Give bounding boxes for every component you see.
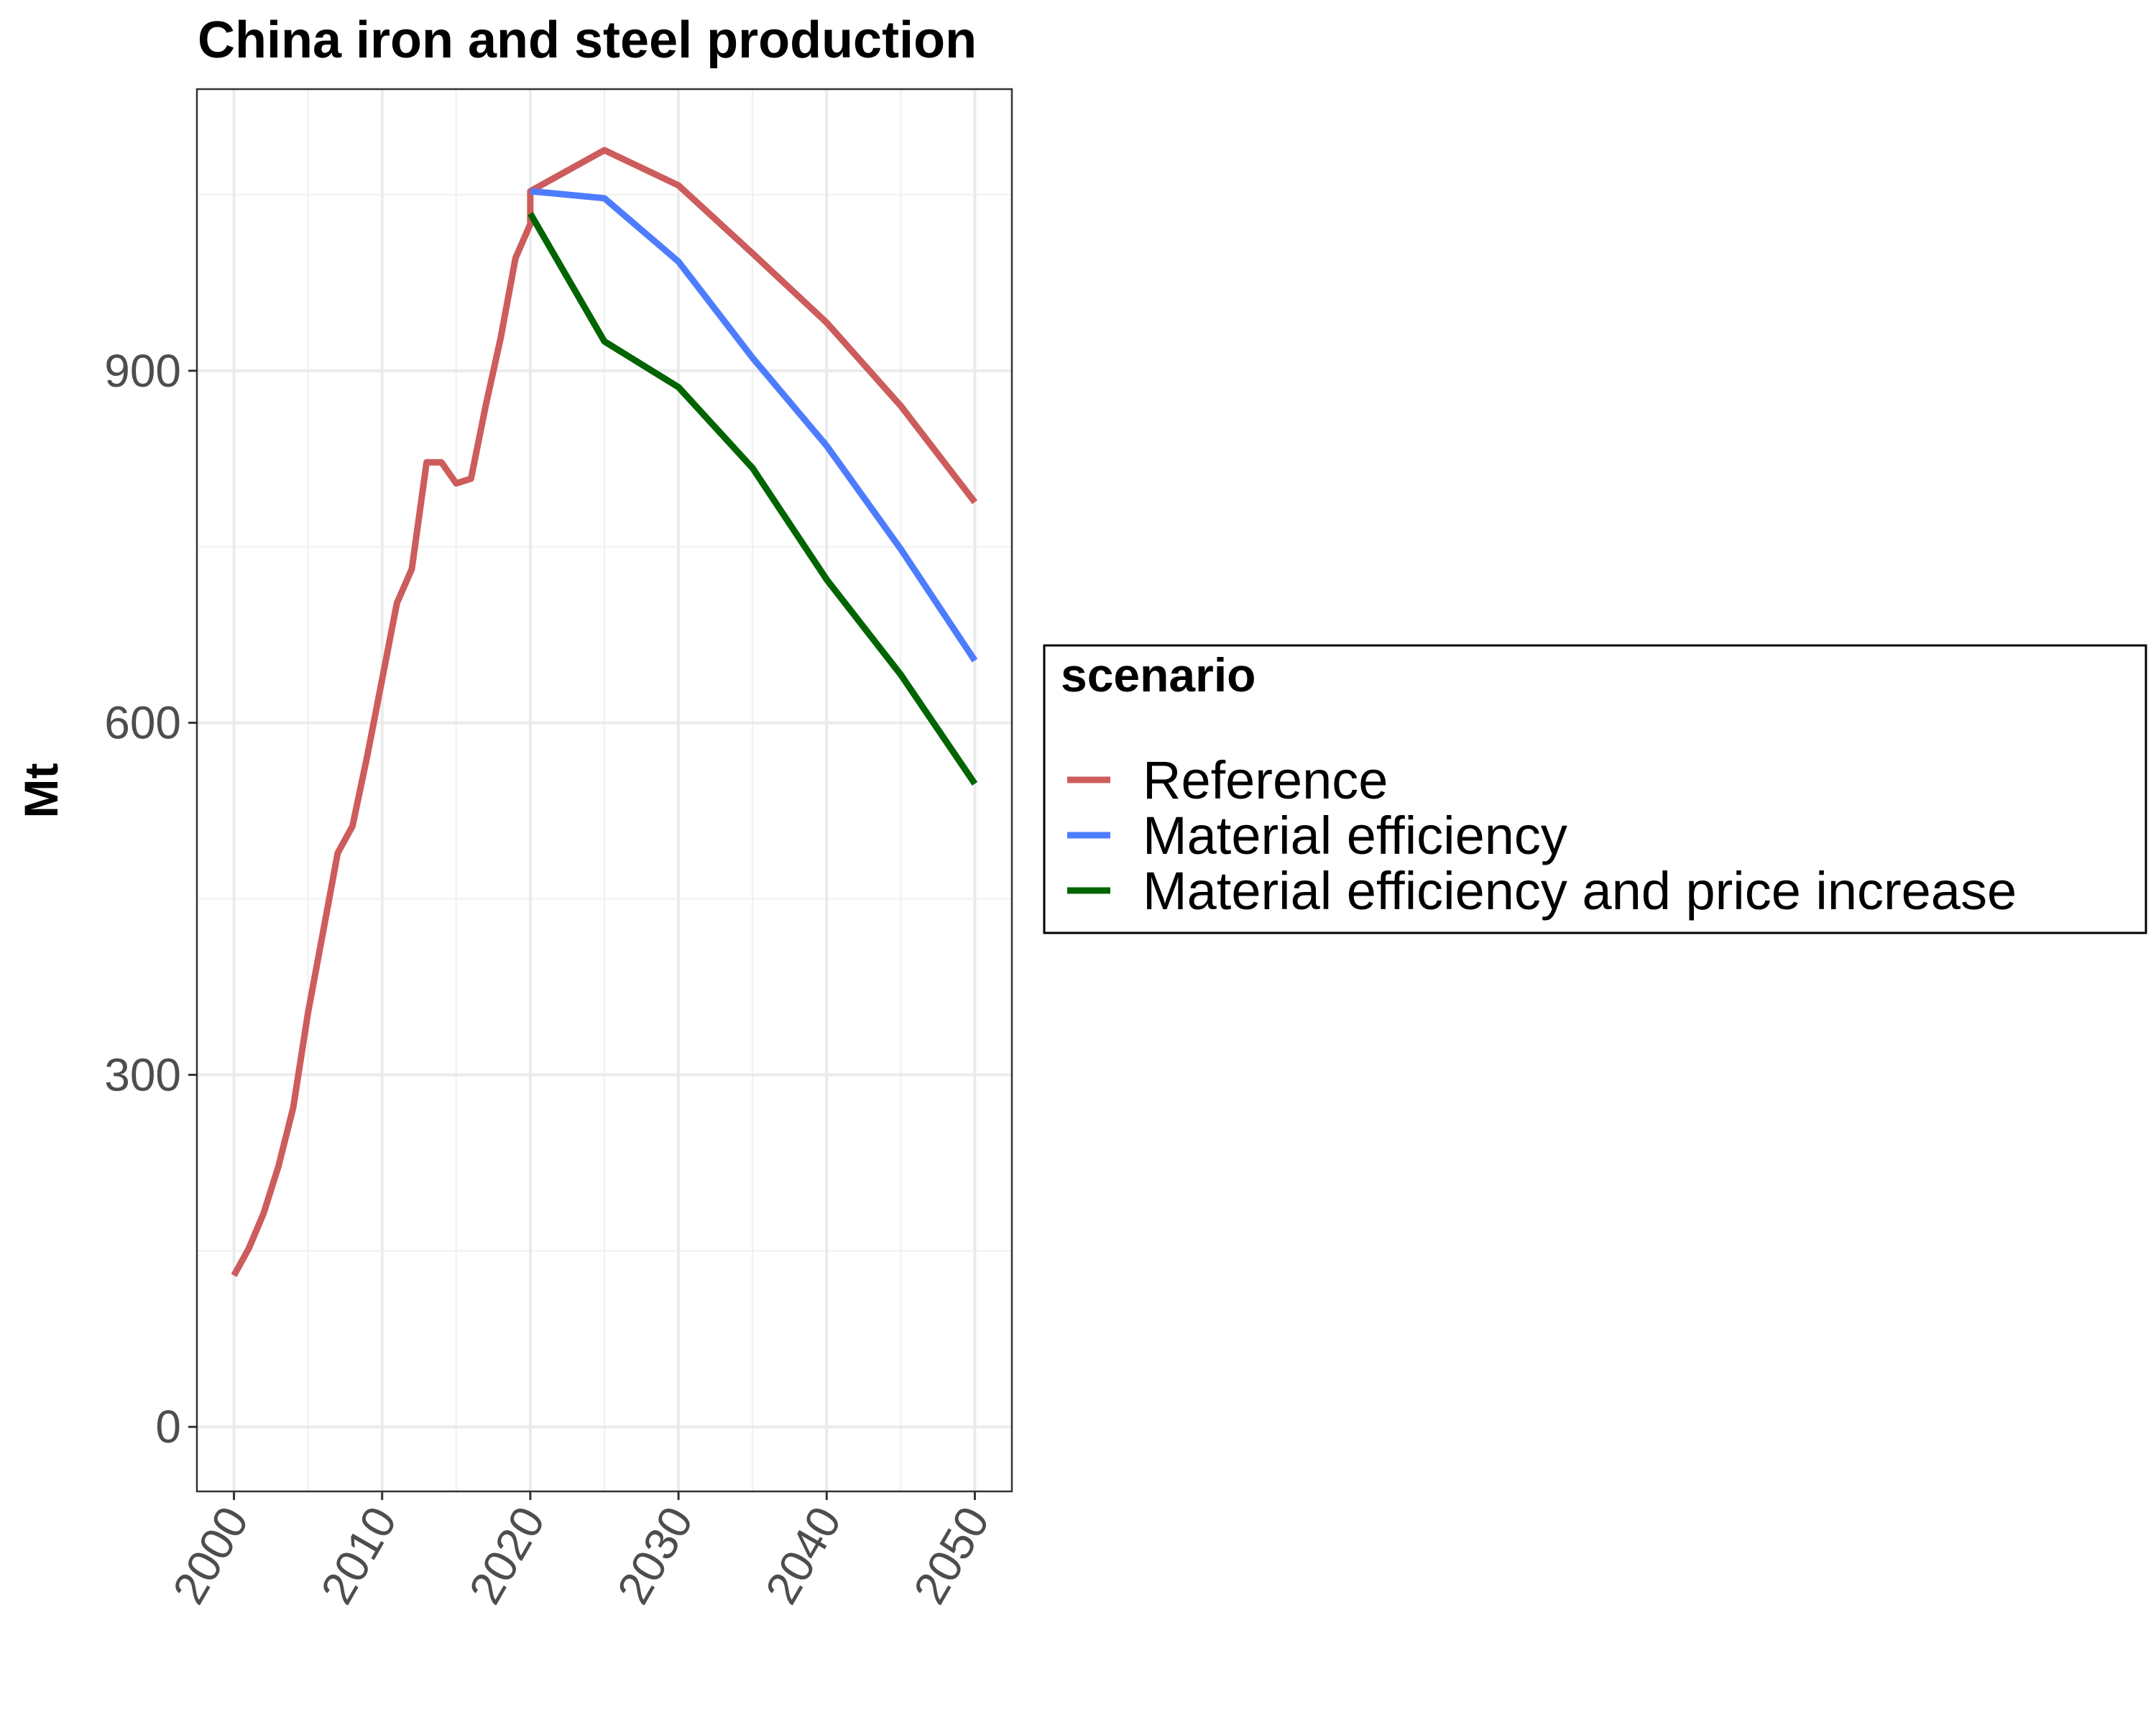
legend-label-material-efficiency: Material efficiency [1143, 806, 1567, 865]
y-axis-title: Mt [14, 763, 68, 819]
grid [197, 89, 1012, 1491]
series-line-material-efficiency-and-price-increase [528, 211, 978, 786]
legend-title: scenario [1061, 648, 1256, 702]
y-tick-label: 0 [155, 1401, 181, 1453]
y-tick-label: 600 [104, 697, 181, 749]
y-tick-label: 300 [104, 1049, 181, 1100]
chart-title: China iron and steel production [198, 12, 977, 69]
plot-area [195, 88, 1013, 1493]
legend-label-reference: Reference [1143, 750, 1388, 810]
series-layer [231, 147, 978, 1277]
series-line-reference [231, 147, 978, 1277]
y-axis: 0 300 600 900 [104, 345, 197, 1453]
series-line-material-efficiency [530, 188, 978, 663]
legend-box [1043, 644, 2147, 934]
y-tick-label: 900 [104, 345, 181, 397]
plot-border [195, 88, 1013, 1493]
legend-label-material-efficiency-and-price-increase: Material efficiency and price increase [1143, 861, 2017, 921]
